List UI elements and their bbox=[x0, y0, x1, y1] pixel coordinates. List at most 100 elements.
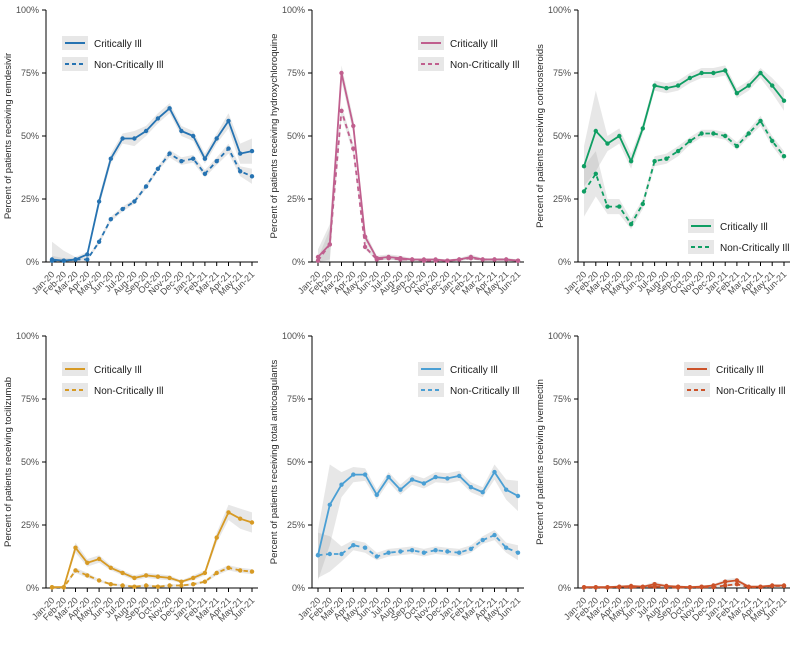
data-point bbox=[179, 159, 184, 164]
data-point bbox=[214, 570, 219, 576]
data-point bbox=[746, 131, 751, 136]
data-point bbox=[191, 582, 196, 587]
y-tick-label: 100% bbox=[16, 331, 39, 341]
series-dashed bbox=[49, 146, 255, 263]
data-point bbox=[202, 579, 208, 584]
data-point bbox=[226, 118, 231, 124]
data-point bbox=[167, 583, 172, 588]
data-point bbox=[711, 585, 716, 590]
data-point bbox=[457, 257, 462, 262]
series-dashed bbox=[581, 118, 787, 227]
chart-corticosteroids: 0% 25% 50% 75% 100% Jan-20 Feb-20 Mar-20 Apr-20 M… bbox=[532, 0, 800, 326]
ci-ribbon bbox=[584, 65, 784, 187]
chart-ivermectin: 0% 25% 50% 75% 100% Jan-20 Feb-20 Mar-20 Apr-20 M… bbox=[532, 326, 800, 652]
legend-label: Non-Critically Ill bbox=[94, 386, 163, 397]
chart-svg-remdesivir: 0% 25% 50% 75% 100% Jan-20Feb-20Mar-20Apr-20M… bbox=[3, 5, 258, 298]
data-point bbox=[468, 256, 474, 261]
data-point bbox=[711, 131, 716, 136]
data-point bbox=[605, 204, 610, 209]
data-point bbox=[108, 217, 114, 222]
data-point bbox=[758, 70, 763, 76]
data-point bbox=[315, 553, 321, 558]
data-point bbox=[249, 174, 255, 179]
data-point bbox=[96, 556, 102, 562]
y-tick-label: 0% bbox=[26, 583, 39, 593]
data-point bbox=[445, 549, 450, 554]
data-point bbox=[179, 128, 184, 134]
data-point bbox=[167, 151, 172, 156]
data-point bbox=[504, 487, 509, 492]
data-point bbox=[652, 159, 657, 164]
data-point bbox=[687, 75, 693, 81]
data-point bbox=[781, 154, 787, 159]
data-point bbox=[143, 583, 149, 588]
legend: Critically Ill Non-Critically Ill bbox=[62, 36, 163, 71]
series-dashed bbox=[315, 532, 521, 559]
data-point bbox=[675, 148, 681, 154]
data-point bbox=[515, 258, 521, 263]
data-point bbox=[143, 184, 149, 189]
data-point bbox=[699, 70, 704, 76]
data-point bbox=[515, 550, 521, 555]
data-point bbox=[120, 136, 125, 141]
data-point bbox=[226, 146, 231, 151]
data-point bbox=[202, 171, 208, 176]
data-point bbox=[398, 487, 403, 492]
data-point bbox=[492, 469, 497, 475]
legend-label: Non-Critically Ill bbox=[716, 386, 785, 397]
data-point bbox=[339, 70, 344, 76]
y-tick-label: 75% bbox=[287, 68, 305, 78]
y-tick-label: 25% bbox=[287, 194, 305, 204]
y-tick-label: 75% bbox=[287, 394, 305, 404]
data-point bbox=[687, 585, 693, 590]
series-dashed bbox=[315, 108, 521, 263]
data-point bbox=[770, 583, 775, 589]
data-point bbox=[409, 548, 415, 553]
data-point bbox=[433, 258, 438, 263]
data-point bbox=[581, 189, 587, 194]
data-point bbox=[398, 549, 403, 554]
chart-svg-tocilizumab: 0% 25% 50% 75% 100% Jan-20Feb-20Mar-20Apr-20M… bbox=[3, 331, 258, 624]
legend-label: Non-Critically Ill bbox=[450, 386, 519, 397]
data-point bbox=[191, 575, 196, 581]
data-point bbox=[327, 502, 332, 507]
y-tick-label: 50% bbox=[553, 457, 571, 467]
data-point bbox=[49, 585, 55, 590]
data-point bbox=[61, 585, 66, 590]
data-point bbox=[445, 258, 450, 263]
data-point bbox=[386, 550, 391, 555]
y-tick-label: 25% bbox=[287, 520, 305, 530]
chart-tocilizumab: 0% 25% 50% 75% 100% Jan-20 Feb-20 Mar-20 Apr-20 M… bbox=[0, 326, 266, 652]
data-point bbox=[409, 477, 415, 482]
legend-label: Critically Ill bbox=[450, 39, 498, 50]
y-tick-label: 0% bbox=[26, 257, 39, 267]
data-point bbox=[746, 585, 751, 590]
data-point bbox=[433, 548, 438, 553]
legend: Critically Ill Non-Critically Ill bbox=[62, 362, 163, 397]
y-tick-label: 100% bbox=[548, 5, 571, 15]
data-point bbox=[734, 578, 740, 583]
x-axis: Jan-20Feb-20Mar-20Apr-20May-20Jun-20Jul-… bbox=[562, 587, 790, 624]
data-point bbox=[386, 256, 391, 261]
data-point bbox=[61, 258, 66, 263]
data-point bbox=[515, 493, 521, 499]
x-axis: Jan-20Feb-20Mar-20Apr-20May-20Jun-20Jul-… bbox=[562, 261, 790, 298]
data-point bbox=[167, 106, 172, 111]
series-dashed bbox=[49, 565, 255, 590]
data-point bbox=[108, 156, 114, 161]
y-axis: 0% 25% 50% 75% 100% bbox=[16, 331, 47, 593]
data-point bbox=[96, 199, 102, 204]
ci-ribbon bbox=[52, 504, 252, 588]
data-point bbox=[664, 156, 669, 161]
data-point bbox=[492, 532, 497, 538]
data-point bbox=[617, 133, 622, 139]
y-tick-label: 75% bbox=[553, 68, 571, 78]
data-point bbox=[96, 578, 102, 583]
data-point bbox=[386, 474, 391, 480]
data-point bbox=[108, 565, 114, 570]
data-point bbox=[362, 545, 368, 550]
y-axis-title: Percent of patients receiving tocilizuma… bbox=[3, 377, 14, 547]
data-point bbox=[628, 585, 634, 590]
data-point bbox=[468, 485, 474, 490]
ci-ribbon bbox=[318, 530, 518, 578]
